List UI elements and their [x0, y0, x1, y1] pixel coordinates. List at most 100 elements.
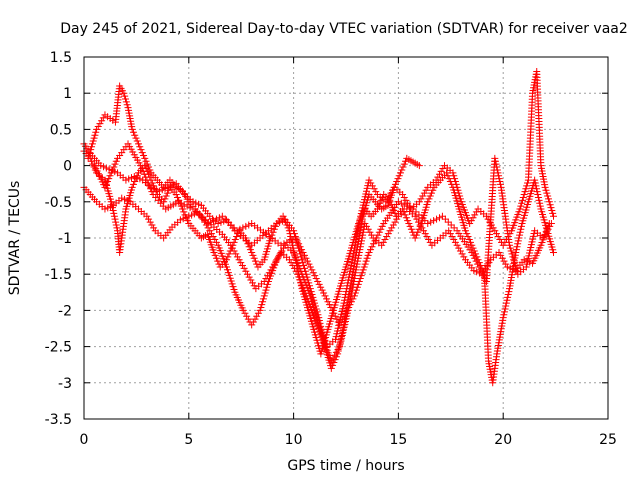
data-point [204, 220, 212, 228]
y-tick-label: 1.5 [50, 50, 72, 66]
data-point [292, 234, 300, 242]
data-point [346, 267, 354, 275]
data-point [112, 157, 120, 165]
data-point [377, 196, 385, 204]
data-point [365, 176, 373, 184]
data-point [400, 160, 408, 168]
data-point [109, 204, 117, 212]
data-point [505, 288, 513, 296]
data-point [122, 98, 130, 106]
x-tick-label: 0 [80, 432, 89, 448]
data-point [429, 186, 437, 194]
data-point [328, 306, 336, 314]
data-point [367, 179, 375, 187]
data-point [376, 199, 384, 207]
data-point [226, 247, 234, 255]
data-point [450, 172, 458, 180]
data-point [221, 215, 229, 223]
data-point [143, 176, 151, 184]
data-point [306, 292, 314, 300]
data-point [242, 222, 250, 230]
data-point [435, 170, 443, 178]
data-point [300, 251, 308, 259]
data-point [514, 240, 522, 248]
data-point [474, 260, 482, 268]
data-point [108, 201, 116, 209]
data-point [363, 254, 371, 262]
data-point [400, 201, 408, 209]
data-point [514, 237, 522, 245]
data-point [502, 260, 510, 268]
data-point [494, 169, 502, 177]
data-point [344, 276, 352, 284]
data-point [463, 230, 471, 238]
x-tick-label: 5 [184, 432, 193, 448]
data-point [349, 253, 357, 261]
data-point [445, 175, 453, 183]
data-point [403, 202, 411, 210]
data-point [111, 215, 119, 223]
data-point [315, 280, 323, 288]
data-point [180, 201, 188, 209]
data-point [280, 240, 288, 248]
data-point [343, 306, 351, 314]
data-point [359, 266, 367, 274]
data-point [415, 225, 423, 233]
data-point [212, 238, 220, 246]
data-point [110, 212, 118, 220]
data-point [450, 224, 458, 232]
data-point [246, 246, 254, 254]
data-point [456, 195, 464, 203]
data-point [102, 180, 110, 188]
data-point [264, 280, 272, 288]
data-point [233, 227, 241, 235]
data-point [121, 92, 129, 100]
data-point [294, 264, 302, 272]
data-point [386, 198, 394, 206]
x-axis-label: GPS time / hours [287, 458, 404, 474]
data-point [296, 276, 304, 284]
data-point [460, 253, 468, 261]
data-point [512, 248, 520, 256]
data-point [240, 264, 248, 272]
data-point [261, 289, 269, 297]
data-point [137, 146, 145, 154]
data-point [433, 215, 441, 223]
data-point [396, 169, 404, 177]
data-point [223, 256, 231, 264]
data-point [308, 266, 316, 274]
data-point [245, 273, 253, 281]
data-point [354, 280, 362, 288]
data-point [546, 222, 554, 230]
data-point [140, 151, 148, 159]
data-point [110, 209, 118, 217]
data-point [495, 248, 503, 256]
y-axis-label: SDTVAR / TECUs [7, 181, 23, 296]
data-point [237, 259, 245, 267]
data-point [358, 269, 366, 277]
data-point [311, 272, 319, 280]
data-point [202, 221, 210, 229]
data-point [249, 279, 257, 287]
data-point [229, 241, 237, 249]
data-point [534, 193, 542, 201]
data-point [424, 198, 432, 206]
y-tick-label: -2 [58, 303, 72, 319]
data-point [359, 228, 367, 236]
data-point [232, 250, 240, 258]
data-point [365, 248, 373, 256]
data-point [318, 286, 326, 294]
data-point [347, 264, 355, 272]
data-point [418, 214, 426, 222]
data-point [184, 217, 192, 225]
data-point [308, 298, 316, 306]
data-point [98, 117, 106, 125]
data-point [500, 257, 508, 265]
data-point [355, 220, 363, 228]
data-point [303, 257, 311, 265]
data-point [228, 244, 236, 252]
data-point [123, 101, 131, 109]
data-point [423, 233, 431, 241]
data-point [420, 189, 428, 197]
data-point [300, 262, 308, 270]
